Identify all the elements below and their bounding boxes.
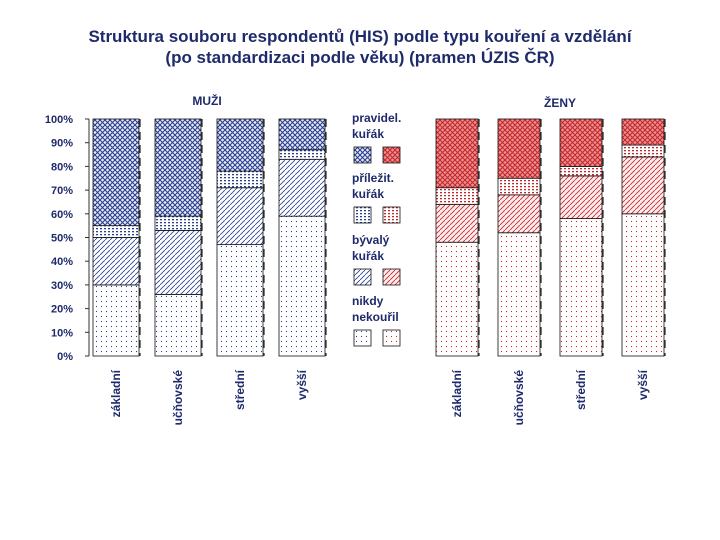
women-chart: ŽENY základní učňovské střední vyšší	[435, 95, 666, 425]
women-x-labels: základní učňovské střední vyšší	[450, 369, 650, 425]
women-chart-title: ŽENY	[544, 95, 576, 110]
bar-segment-regular-smoker	[559, 118, 603, 167]
bar-segment-regular-smoker	[92, 118, 140, 227]
y-tick-label: 30%	[51, 280, 73, 292]
bar-segment-never-smoked	[435, 241, 479, 357]
y-tick-label: 10%	[51, 327, 73, 339]
legend-label: příležit.	[352, 171, 394, 185]
men-x-labels: základní učňovské střední vyšší	[109, 369, 309, 425]
legend-swatch-women	[382, 206, 401, 224]
title-line-2: (po standardizaci podle věku) (pramen ÚZ…	[165, 48, 555, 67]
legend-swatch-men	[353, 329, 372, 347]
legend-label: bývalý	[352, 233, 390, 247]
legend-swatch-women	[382, 329, 401, 347]
x-tick-label: základní	[450, 369, 464, 417]
y-tick-label: 90%	[51, 138, 73, 150]
bar-segment-never-smoked	[621, 213, 665, 357]
legend-swatch-women	[382, 268, 401, 286]
x-tick-label: střední	[233, 369, 247, 410]
bar-segment-never-smoked	[216, 244, 264, 357]
y-tick-label: 0%	[57, 351, 73, 363]
legend-label: kuřák	[352, 127, 384, 141]
y-tick-label: 50%	[51, 233, 73, 245]
bar-segment-former-smoker	[154, 229, 202, 295]
legend-swatch-women	[382, 146, 401, 164]
bar-segment-occasional-smoker	[154, 215, 202, 231]
bar-segment-former-smoker	[278, 158, 326, 217]
legend-label: nekouřil	[352, 310, 399, 324]
bar-segment-occasional-smoker	[216, 170, 264, 189]
bar-segment-occasional-smoker	[92, 225, 140, 238]
women-bars	[435, 118, 666, 357]
men-bars	[92, 118, 327, 357]
bar-segment-occasional-smoker	[278, 149, 326, 160]
x-tick-label: vyšší	[295, 369, 309, 400]
bar-segment-occasional-smoker	[621, 144, 665, 158]
y-tick-label: 20%	[51, 304, 73, 316]
bar-segment-regular-smoker	[154, 118, 202, 217]
x-tick-label: učňovské	[171, 370, 185, 426]
bar-segment-never-smoked	[278, 215, 326, 357]
bar-segment-occasional-smoker	[497, 177, 541, 196]
bar-segment-former-smoker	[435, 203, 479, 243]
x-tick-label: vyšší	[636, 369, 650, 400]
legend-swatch-men	[353, 146, 372, 164]
legend-label: pravidel.	[352, 111, 401, 125]
men-y-axis: 0% 10% 20% 30% 40% 50% 60% 70% 80% 90% 100%	[45, 114, 90, 363]
legend: pravidel. kuřák příležit. kuřák bývalý kuřák n…	[352, 111, 401, 347]
men-chart: MUŽI 0% 10% 20% 30% 40% 50% 60% 70% 80% 90% 100% z…	[45, 93, 327, 425]
x-tick-label: základní	[109, 369, 123, 417]
bar-segment-regular-smoker	[497, 118, 541, 179]
y-tick-label: 100%	[45, 114, 73, 126]
bar-segment-never-smoked	[92, 284, 140, 357]
chart-title: Struktura souboru respondentů (HIS) podl…	[0, 26, 720, 68]
legend-label: kuřák	[352, 187, 384, 201]
y-tick-label: 40%	[51, 256, 73, 268]
bar-segment-former-smoker	[559, 175, 603, 219]
y-tick-label: 80%	[51, 161, 73, 173]
bar-segment-regular-smoker	[216, 118, 264, 172]
bar-segment-regular-smoker	[621, 118, 665, 146]
title-line-1: Struktura souboru respondentů (HIS) podl…	[88, 27, 632, 46]
x-tick-label: střední	[574, 369, 588, 410]
bar-segment-former-smoker	[216, 187, 264, 246]
men-chart-title: MUŽI	[192, 93, 221, 108]
bar-segment-regular-smoker	[278, 118, 326, 151]
legend-swatch-men	[353, 206, 372, 224]
y-tick-label: 70%	[51, 185, 73, 197]
bar-segment-regular-smoker	[435, 118, 479, 189]
bar-segment-never-smoked	[559, 218, 603, 357]
x-tick-label: učňovské	[512, 370, 526, 426]
bar-segment-occasional-smoker	[435, 187, 479, 205]
legend-swatch-men	[353, 268, 372, 286]
legend-label: kuřák	[352, 249, 384, 263]
bar-segment-former-smoker	[621, 156, 665, 215]
bar-segment-occasional-smoker	[559, 165, 603, 177]
legend-label: nikdy	[352, 294, 384, 308]
bar-segment-former-smoker	[497, 194, 541, 234]
y-tick-label: 60%	[51, 209, 73, 221]
bar-segment-never-smoked	[154, 293, 202, 357]
bar-segment-former-smoker	[92, 237, 140, 286]
bar-segment-never-smoked	[497, 232, 541, 357]
